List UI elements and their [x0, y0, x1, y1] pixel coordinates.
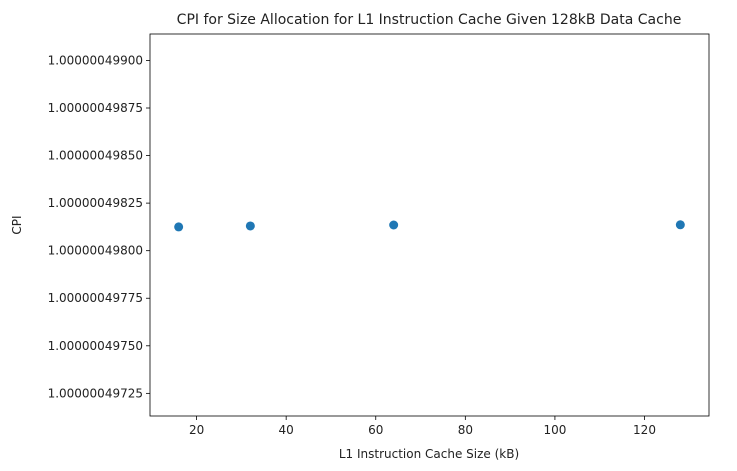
x-tick-label: 20	[189, 423, 204, 437]
data-point	[389, 220, 399, 230]
x-axis-label: L1 Instruction Cache Size (kB)	[339, 447, 519, 461]
x-tick-label: 40	[279, 423, 294, 437]
data-points	[174, 220, 685, 232]
y-axis-label: CPI	[10, 215, 24, 234]
y-tick-label: 1.00000049775	[48, 291, 143, 305]
x-axis: 20 40 60 80 100 120	[189, 416, 656, 437]
chart-title: CPI for Size Allocation for L1 Instructi…	[177, 12, 682, 28]
x-tick-label: 80	[458, 423, 473, 437]
plot-area	[149, 33, 710, 417]
y-tick-label: 1.00000049850	[48, 149, 143, 163]
y-tick-label: 1.00000049875	[48, 101, 143, 115]
y-tick-label: 1.00000049750	[48, 339, 143, 353]
data-point	[174, 222, 184, 232]
x-tick-label: 60	[368, 423, 383, 437]
x-tick-label: 100	[543, 423, 566, 437]
y-axis: 1.00000049725 1.00000049750 1.00000049775 1…	[48, 53, 150, 400]
x-tick-label: 120	[633, 423, 656, 437]
y-tick-label: 1.00000049800	[48, 244, 143, 258]
data-point	[245, 221, 255, 231]
data-point	[675, 220, 685, 230]
y-tick-label: 1.00000049825	[48, 196, 143, 210]
y-tick-label: 1.00000049900	[48, 53, 143, 67]
y-tick-label: 1.00000049725	[48, 386, 143, 400]
